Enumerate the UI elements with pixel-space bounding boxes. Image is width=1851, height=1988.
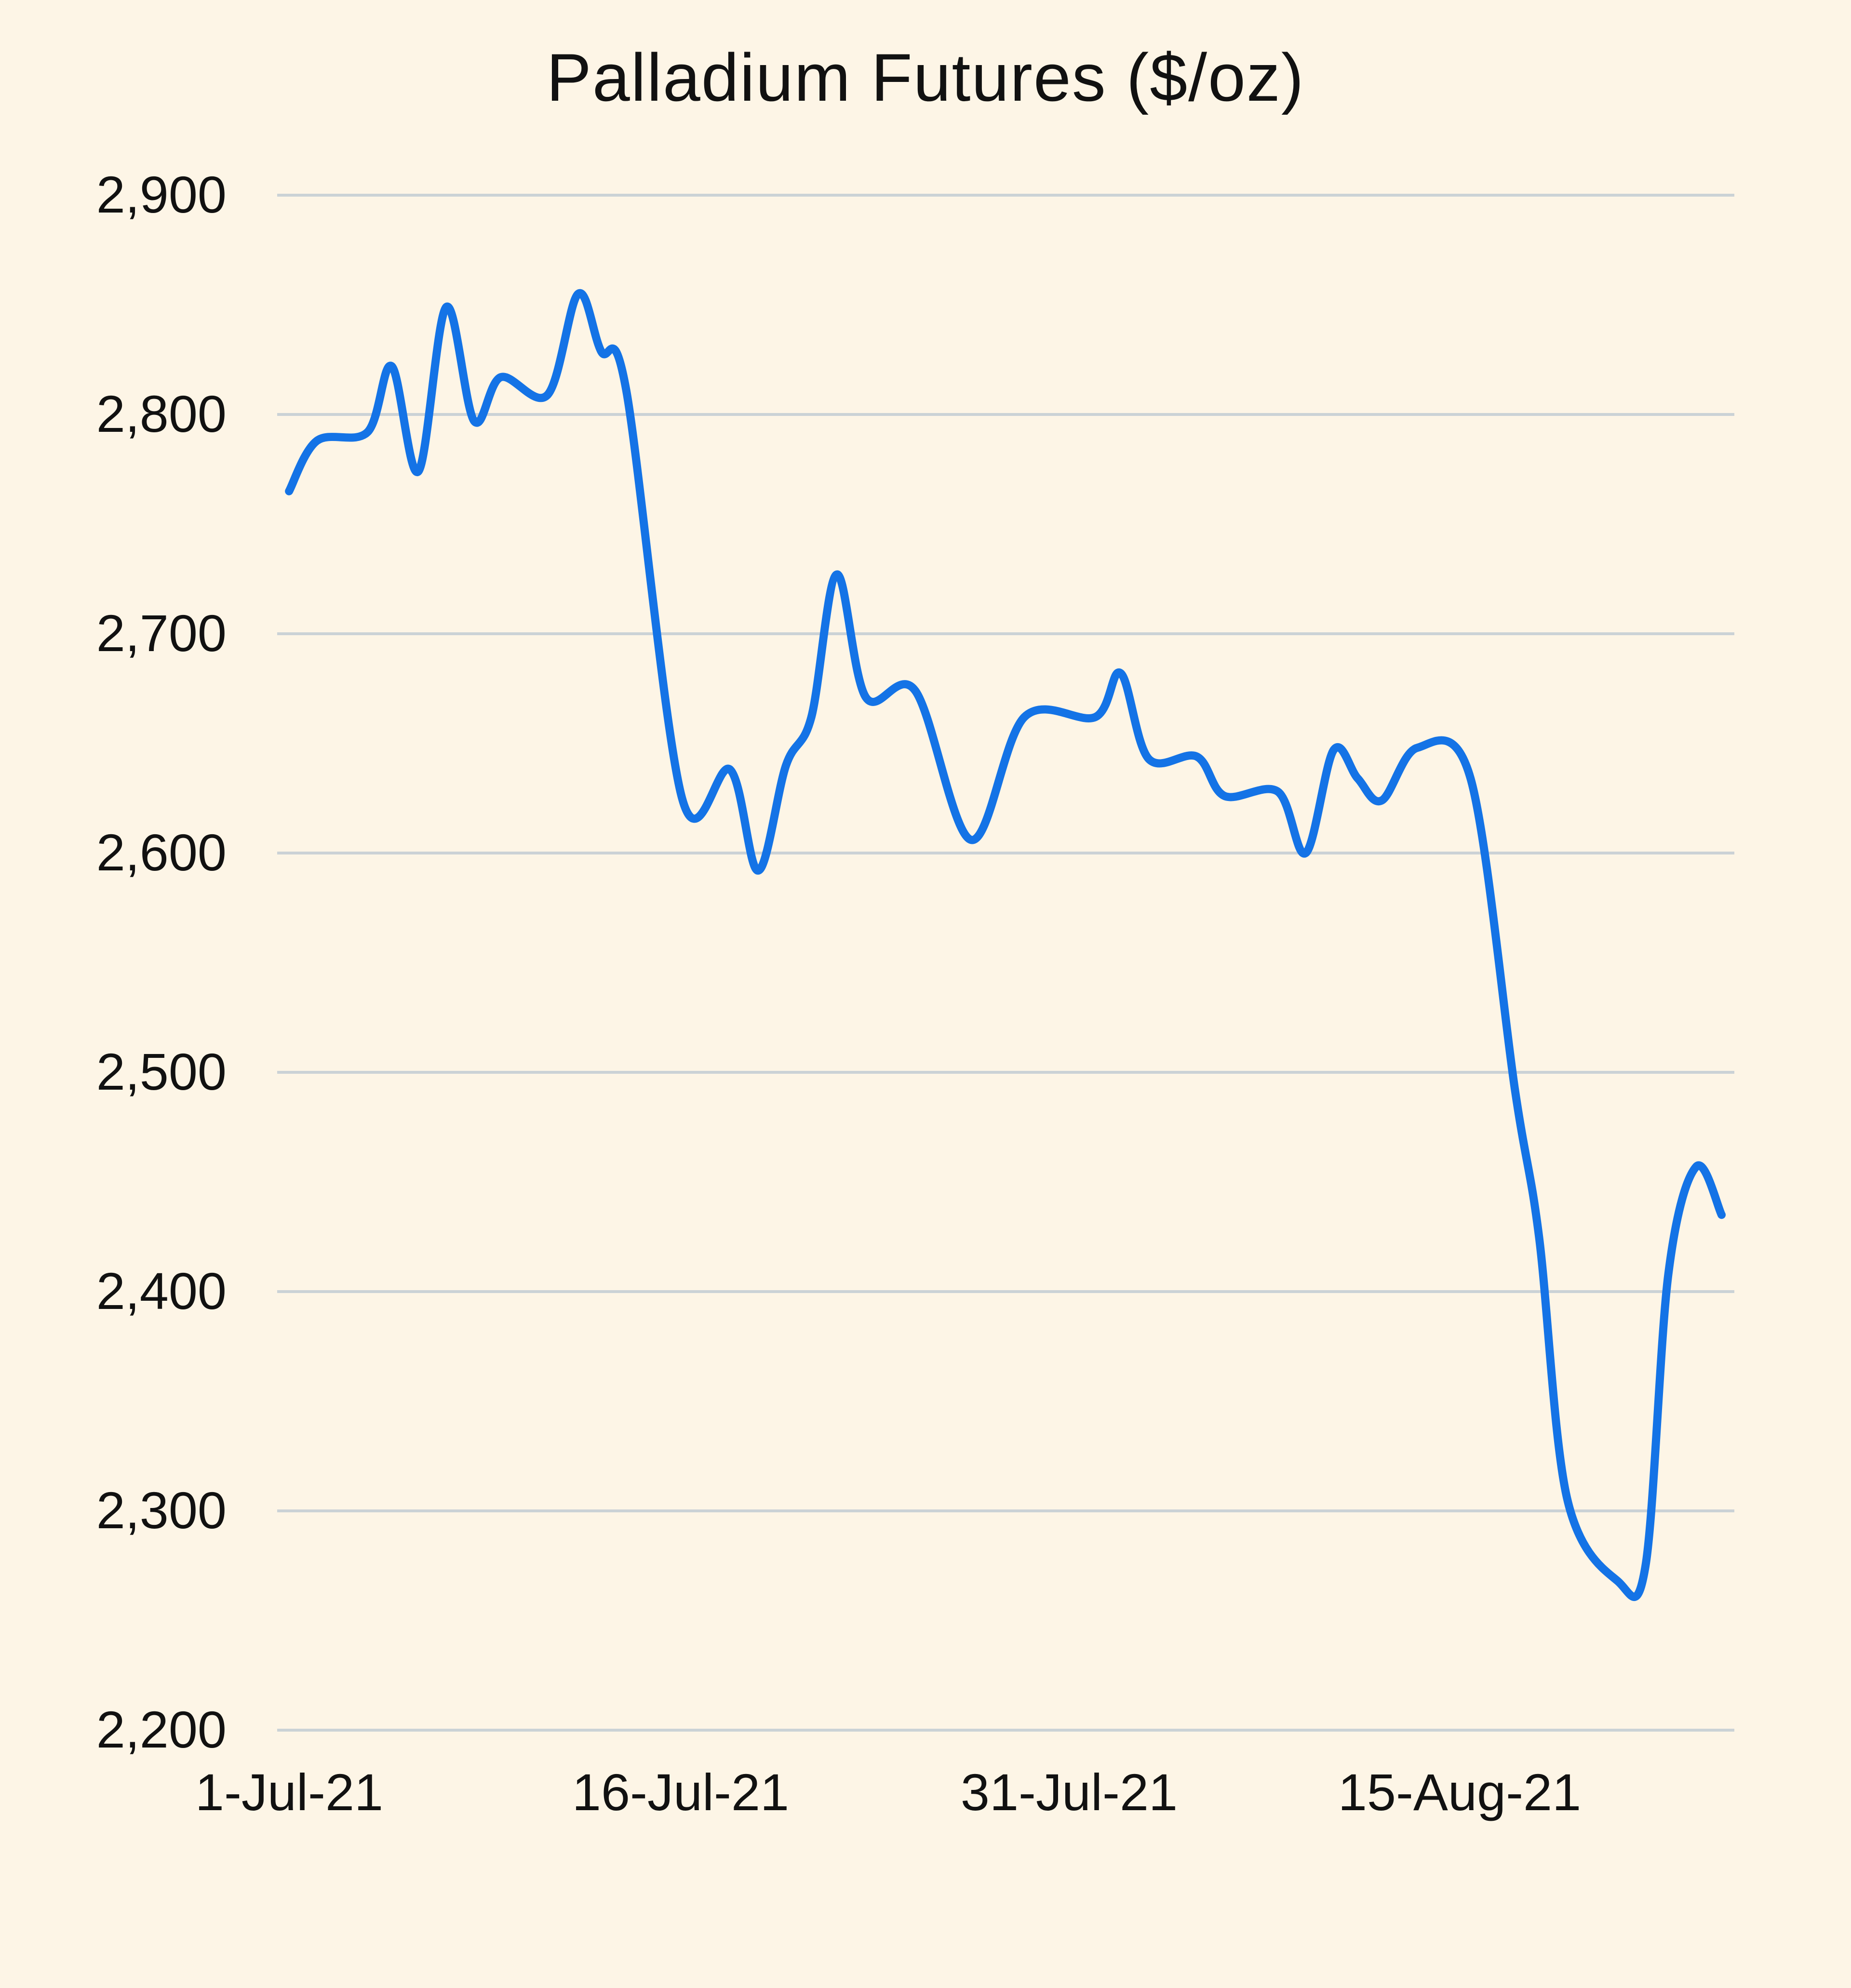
x-tick-label: 1-Jul-21 — [195, 1763, 384, 1821]
y-tick-label: 2,800 — [96, 385, 227, 443]
y-tick-label: 2,500 — [96, 1042, 227, 1101]
x-tick-label: 31-Jul-21 — [960, 1763, 1178, 1821]
x-tick-label: 15-Aug-21 — [1338, 1763, 1582, 1821]
y-tick-label: 2,600 — [96, 823, 227, 881]
chart-title: Palladium Futures ($/oz) — [546, 40, 1305, 115]
y-tick-label: 2,700 — [96, 604, 227, 662]
y-tick-label: 2,400 — [96, 1262, 227, 1320]
y-tick-label: 2,900 — [96, 165, 227, 224]
y-tick-label: 2,300 — [96, 1481, 227, 1539]
x-tick-label: 16-Jul-21 — [572, 1763, 790, 1821]
gridlines — [277, 194, 1734, 1732]
y-tick-label: 2,200 — [96, 1700, 227, 1759]
price-line — [285, 289, 1726, 1601]
